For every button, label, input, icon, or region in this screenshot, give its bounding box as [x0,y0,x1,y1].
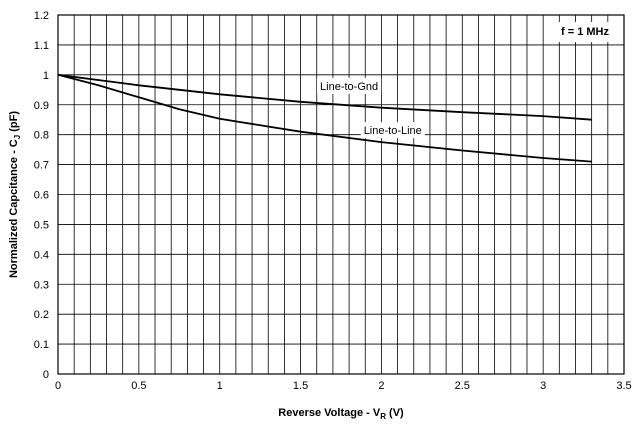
series-line-line-to-line [57,73,592,163]
x-axis-ticks: 0 0.5 1 1.5 2 2.5 3 3.5 [55,380,632,392]
plot-grid [57,14,625,375]
y-tick-label: 1.2 [34,10,49,22]
y-axis-title-unit: (pF) [8,111,20,135]
y-tick-label: 0.3 [34,279,49,291]
x-tick-label: 1.5 [293,380,308,392]
y-tick-label: 0.4 [34,249,49,261]
x-tick-label: 2.5 [455,380,470,392]
plot-frame [57,14,625,375]
x-tick-label: 0 [55,380,61,392]
y-axis-title-subscript: J [13,135,22,139]
series-label-text: Line-to-Gnd [320,81,378,93]
series-label-bg [317,77,382,94]
series-labels: Line-to-Gnd Line-to-Line [317,77,425,139]
y-tick-label: 0.1 [34,339,49,351]
y-tick-label: 0.5 [34,219,49,231]
x-tick-label: 3.5 [616,380,631,392]
x-axis-title-subscript: R [380,412,386,421]
y-tick-label: 0.9 [34,100,49,112]
x-tick-label: 3 [540,380,546,392]
y-axis-title: Normalized Capcitance - CJ (pF) [8,111,22,278]
frequency-annotation-bg [551,22,619,42]
y-tick-label: 1.1 [34,40,49,52]
frequency-annotation-text: f = 1 MHz [561,26,609,38]
y-axis-ticks: 0 0.1 0.2 0.3 0.4 0.5 0.6 0.7 0.8 0.9 1 1.1 1.2 [34,10,49,381]
y-tick-label: 0 [43,369,49,381]
series-label-line-to-gnd: Line-to-Gnd [317,77,382,94]
y-tick-label: 0.7 [34,160,49,172]
series-label-bg [360,122,425,139]
x-axis-title-unit: (V) [386,407,404,419]
y-tick-label: 1 [43,70,49,82]
y-tick-label: 0.8 [34,130,49,142]
y-tick-label: 0.2 [34,309,49,321]
x-tick-label: 1 [217,380,223,392]
frequency-annotation: f = 1 MHz [551,22,619,42]
y-axis-title-main: Normalized Capcitance - C [8,139,20,278]
plot-series [57,73,592,163]
series-label-line-to-line: Line-to-Line [360,122,425,139]
x-tick-label: 2 [378,380,384,392]
x-axis-title-main: Reverse Voltage - V [278,407,381,419]
series-line-line-to-gnd [57,73,592,121]
y-tick-label: 0.6 [34,190,49,202]
x-axis-title: Reverse Voltage - VR (V) [278,407,404,421]
series-label-text: Line-to-Line [364,125,422,137]
x-tick-label: 0.5 [131,380,146,392]
